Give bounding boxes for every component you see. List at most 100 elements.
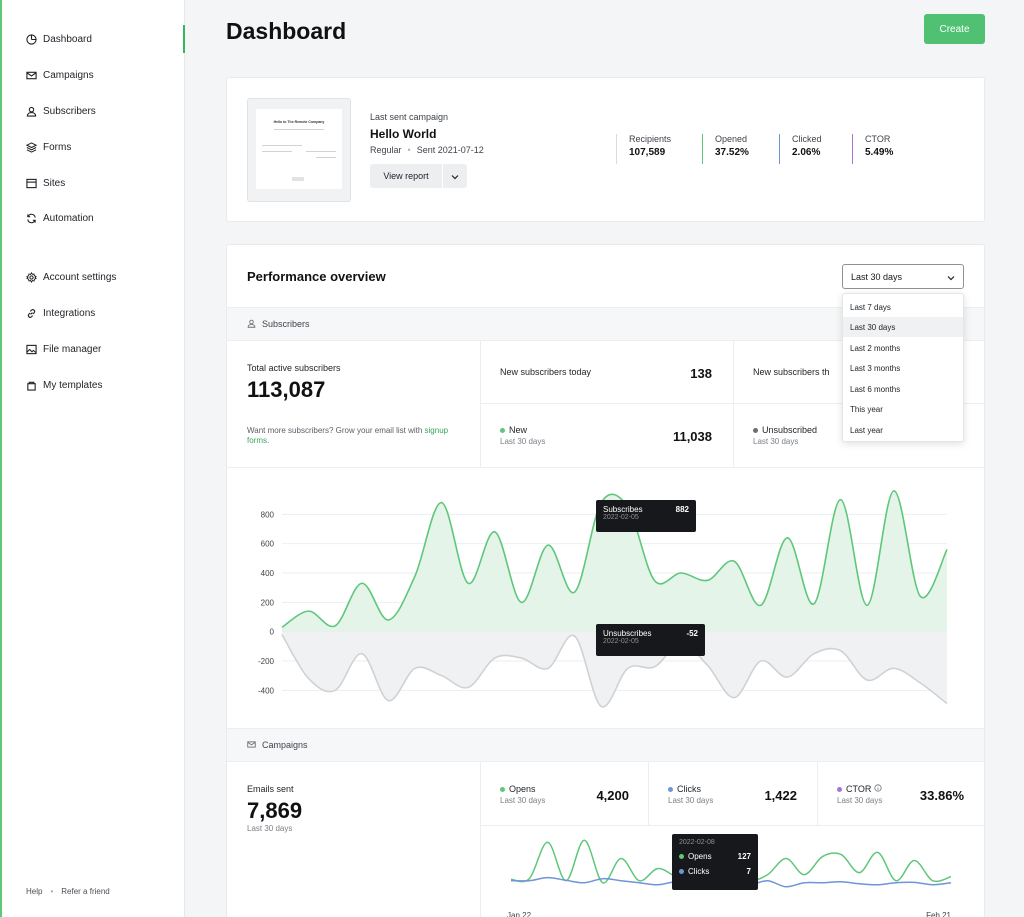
period-option[interactable]: Last year [850,425,883,435]
period-option[interactable]: Last 3 months [850,363,901,373]
subscribers-chart[interactable]: 800 600 400 200 0 -200 -400 [227,475,984,715]
sidebar-item-automation[interactable]: Automation [26,208,94,228]
new-label: New [500,425,527,435]
meta-separator: • [407,145,411,155]
total-subscribers-label: Total active subscribers [247,363,341,373]
stat-label: CTOR [865,134,891,144]
refer-a-friend-link[interactable]: Refer a friend [61,887,110,896]
grid-divider [733,341,734,468]
unsubscribes-line [281,634,948,708]
period-option-selected[interactable]: Last 30 days [843,317,963,337]
campaigns-tooltip: 2022-02-08 Opens 127 Clicks 7 [672,834,758,890]
y-tick-label: 400 [261,569,275,578]
chevron-down-icon [451,167,459,185]
tooltip-label: Clicks [688,867,710,876]
sidebar-item-label: Campaigns [43,69,94,81]
sidebar-item-sites[interactable]: Sites [26,173,65,193]
signup-hint-text: Want more subscribers? Grow your email l… [247,426,425,435]
unsubscribed-sublabel: Last 30 days [753,437,799,446]
sidebar-item-label: My templates [43,379,103,391]
mail-icon [247,740,256,751]
stat-label: Recipients [629,134,672,144]
sidebar-item-account-settings[interactable]: Account settings [26,267,116,287]
stat-clicked: Clicked 2.06% [779,134,822,164]
active-indicator [183,25,185,53]
sidebar-item-subscribers[interactable]: Subscribers [26,101,96,121]
opens-value: 4,200 [596,788,629,803]
sidebar-item-dashboard[interactable]: Dashboard [26,29,92,49]
section-title: Subscribers [262,319,310,329]
tooltip-date: 2022-02-05 [603,514,639,521]
section-title: Campaigns [262,740,308,750]
create-button[interactable]: Create [924,14,985,44]
sidebar-item-my-templates[interactable]: My templates [26,375,102,395]
stat-ctor: CTOR 5.49% [852,134,893,164]
tooltip-value: -52 [686,629,698,638]
period-option[interactable]: Last 2 months [850,343,901,353]
info-icon[interactable] [874,784,882,794]
sidebar-item-label: Subscribers [43,105,96,117]
view-report-button[interactable]: View report [370,164,442,188]
sidebar-item-label: Forms [43,141,72,153]
clicks-label: Clicks [668,784,701,794]
campaign-type: Regular [370,145,402,155]
signup-forms-link[interactable]: signup forms [247,426,449,446]
new-sublabel: Last 30 days [500,437,546,446]
thumbnail-line [316,157,336,158]
view-report-dropdown[interactable] [443,164,467,188]
performance-card: Performance overview Last 30 days Subscr… [226,244,985,917]
sidebar-item-label: Automation [43,212,94,224]
sidebar-item-campaigns[interactable]: Campaigns [26,65,94,85]
template-icon [26,380,37,391]
period-option[interactable]: This year [850,404,883,414]
refresh-icon [26,213,37,224]
campaigns-section-header: Campaigns [227,728,984,762]
subscribes-area [282,490,947,632]
tooltip-date: 2022-02-05 [603,638,639,645]
emails-sent-value: 7,869 [247,798,303,823]
tooltip-label: Subscribes [603,505,643,514]
gear-icon [26,271,37,283]
dashboard-icon [26,33,37,45]
signup-hint: Want more subscribers? Grow your email l… [247,426,467,447]
thumbnail-line [306,151,336,152]
stat-value: 2.06% [792,147,821,158]
y-tick-label: -400 [258,686,275,695]
period-option[interactable]: Last 7 days [850,302,891,312]
ctor-value: 33.86% [919,788,964,803]
stat-value: 37.52% [715,147,749,158]
sidebar-item-forms[interactable]: Forms [26,137,71,157]
period-dropdown-menu: Last 7 days Last 30 days Last 2 months L… [842,293,964,442]
purple-dot [837,787,842,793]
period-option[interactable]: Last 6 months [850,384,901,394]
y-tick-label: 0 [270,628,275,637]
last-campaign-title: Hello World [370,127,437,141]
tooltip-value: 882 [675,505,689,514]
grid-divider [480,762,481,917]
thumbnail-line [262,145,302,146]
last-campaign-card: Hello to The Remote Company Last sent ca… [226,77,985,222]
green-dot [679,854,684,860]
tooltip-value: 7 [746,867,751,876]
emails-sent-sublabel: Last 30 days [247,824,293,833]
tooltip-value: 127 [737,852,751,861]
sidebar-item-label: File manager [43,343,102,355]
green-dot [500,428,505,434]
new-value: 11,038 [672,429,712,444]
sidebar-item-file-manager[interactable]: File manager [26,339,101,359]
stat-value: 5.49% [865,147,894,158]
opens-sublabel: Last 30 days [500,796,546,805]
ctor-label-text: CTOR [846,784,872,794]
sidebar-item-integrations[interactable]: Integrations [26,303,95,323]
campaign-thumbnail[interactable]: Hello to The Remote Company [247,98,351,202]
help-link[interactable]: Help [26,887,43,896]
y-tick-label: 800 [261,510,275,519]
gray-dot [753,428,758,434]
y-tick-label: -200 [258,657,275,666]
period-select[interactable]: Last 30 days [842,264,964,289]
tooltip-label: Unsubscribes [603,629,652,638]
new-today-label: New subscribers today [500,367,592,377]
opens-label-text: Opens [509,784,536,794]
stat-opened: Opened 37.52% [702,134,749,164]
stat-value: 107,589 [629,147,666,158]
